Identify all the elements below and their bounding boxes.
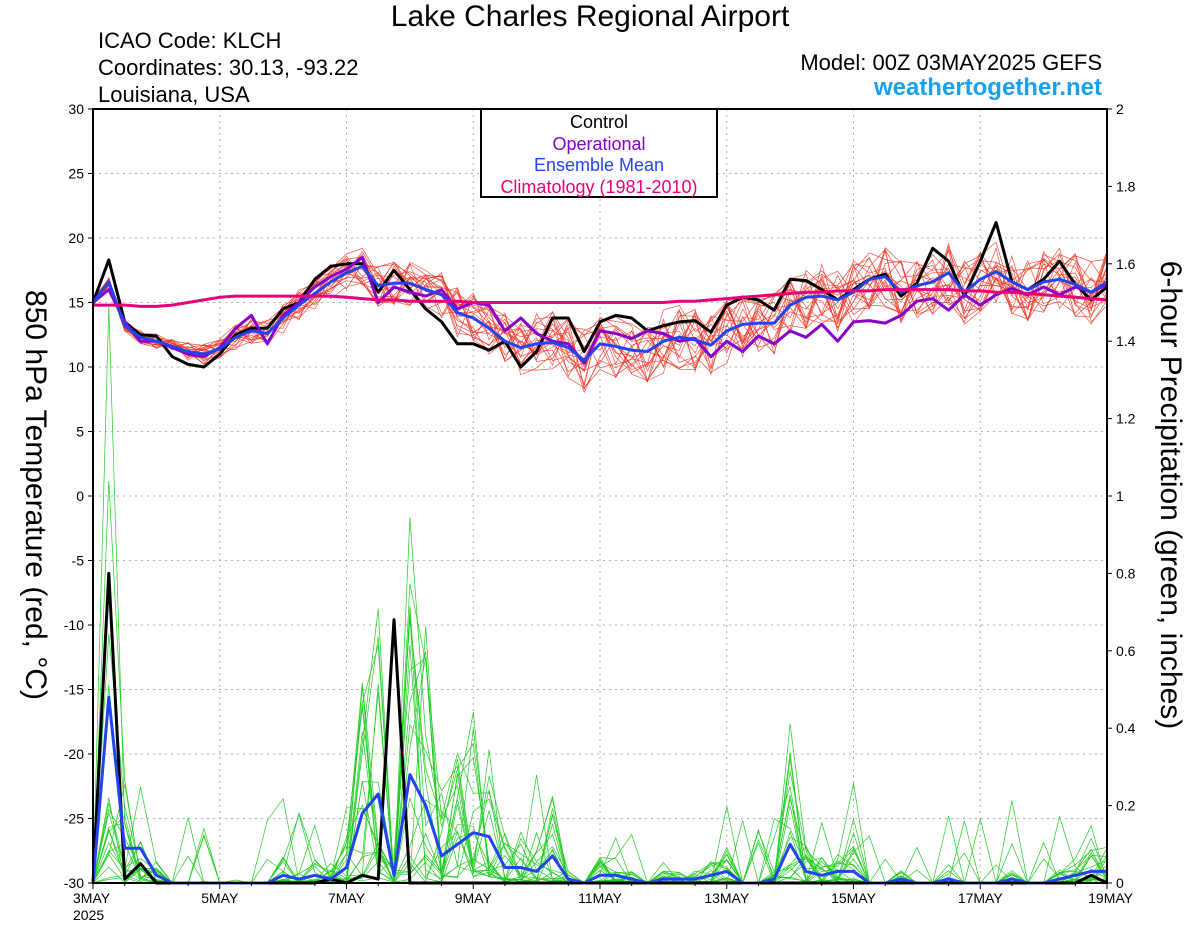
y2-tick-label: 0.6	[1116, 643, 1136, 659]
y2-tick-label: 0.4	[1116, 720, 1136, 736]
y-tick-label: -25	[64, 811, 84, 827]
axes: -30-25-20-15-10-505101520253000.20.40.60…	[64, 101, 1136, 923]
y-tick-label: 30	[68, 101, 84, 117]
temp-line-ensemble-mean	[91, 264, 1108, 362]
icao-code: ICAO Code: KLCH	[98, 28, 282, 53]
temp-line-climatology-1981-2010-	[93, 288, 1108, 308]
y2-tick-label: 1.2	[1116, 411, 1136, 427]
series-lines	[91, 221, 1108, 885]
coordinates: Coordinates: 30.13, -93.22	[98, 55, 359, 80]
x-tick-label: 11MAY	[578, 890, 622, 906]
temp-member-line	[92, 251, 1108, 376]
x-tick-label: 3MAY	[73, 890, 111, 906]
legend-climatology: Climatology (1981-2010)	[500, 176, 698, 197]
y-tick-label: -10	[64, 617, 84, 633]
precip-member-line	[92, 781, 1108, 884]
precip-member-line	[92, 517, 1108, 884]
y-tick-label: 0	[76, 488, 84, 504]
y2-tick-label: 0.2	[1116, 798, 1136, 814]
y2-tick-label: 1.8	[1116, 178, 1136, 194]
model-run: Model: 00Z 03MAY2025 GEFS	[800, 50, 1102, 75]
x-tick-label: 9MAY	[455, 890, 493, 906]
y-tick-label: 15	[68, 295, 84, 311]
precip-member-line	[92, 626, 1108, 884]
y2-tick-label: 0.8	[1116, 565, 1136, 581]
y-tick-label: 20	[68, 230, 84, 246]
legend-control: Control	[569, 112, 629, 132]
y-tick-label: -5	[72, 553, 85, 569]
plot-frame	[92, 108, 1108, 884]
legend-ensemble-mean: Ensemble Mean	[533, 155, 665, 175]
x-tick-label: 17MAY	[958, 890, 1004, 906]
chart-title: Lake Charles Regional Airport	[390, 0, 790, 33]
x-tick-label: 19MAY	[1088, 890, 1134, 906]
site-link[interactable]: weathertogether.net	[873, 74, 1102, 101]
x-tick-label: 5MAY	[201, 890, 239, 906]
x-tick-label: 7MAY	[328, 890, 366, 906]
y2-tick-label: 1.6	[1116, 256, 1136, 272]
y-tick-label: -15	[64, 682, 84, 698]
x-tick-label: 15MAY	[831, 890, 877, 906]
y2-tick-label: 2	[1116, 101, 1124, 117]
temp-member-line	[92, 247, 1108, 373]
y2-tick-label: 0	[1116, 875, 1124, 891]
legend: Control Operational Ensemble Mean Climat…	[480, 108, 718, 198]
y-tick-label: 5	[76, 424, 84, 440]
y-tick-label: -30	[64, 875, 84, 891]
precip-line-ensemble-mean	[91, 695, 1107, 885]
temp-line-control	[91, 221, 1108, 369]
temp-member-line	[92, 250, 1108, 368]
y-tick-label: 10	[68, 359, 84, 375]
y-tick-label: -20	[64, 746, 84, 762]
x-tick-label: 13MAY	[704, 890, 750, 906]
y2-tick-label: 1	[1116, 488, 1124, 504]
x-tick-sublabel: 2025	[73, 907, 104, 923]
temp-member-line	[92, 248, 1108, 371]
temp-line-operational	[92, 255, 1108, 365]
legend-operational: Operational	[552, 133, 646, 154]
y2-tick-label: 1.4	[1116, 333, 1136, 349]
y-tick-label: 25	[68, 166, 84, 182]
location: Louisiana, USA	[98, 82, 250, 107]
grid	[93, 109, 1107, 883]
precip-member-line	[92, 306, 1108, 884]
